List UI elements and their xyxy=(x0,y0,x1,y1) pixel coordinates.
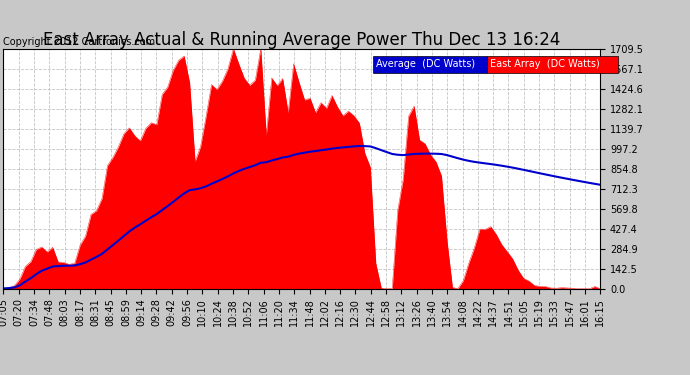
Title: East Array Actual & Running Average Power Thu Dec 13 16:24: East Array Actual & Running Average Powe… xyxy=(43,31,560,49)
FancyBboxPatch shape xyxy=(487,56,618,73)
Text: Average  (DC Watts): Average (DC Watts) xyxy=(377,58,475,69)
Text: East Array  (DC Watts): East Array (DC Watts) xyxy=(490,58,600,69)
Text: Copyright 2012 Cartronics.com: Copyright 2012 Cartronics.com xyxy=(3,37,155,47)
FancyBboxPatch shape xyxy=(373,56,487,73)
